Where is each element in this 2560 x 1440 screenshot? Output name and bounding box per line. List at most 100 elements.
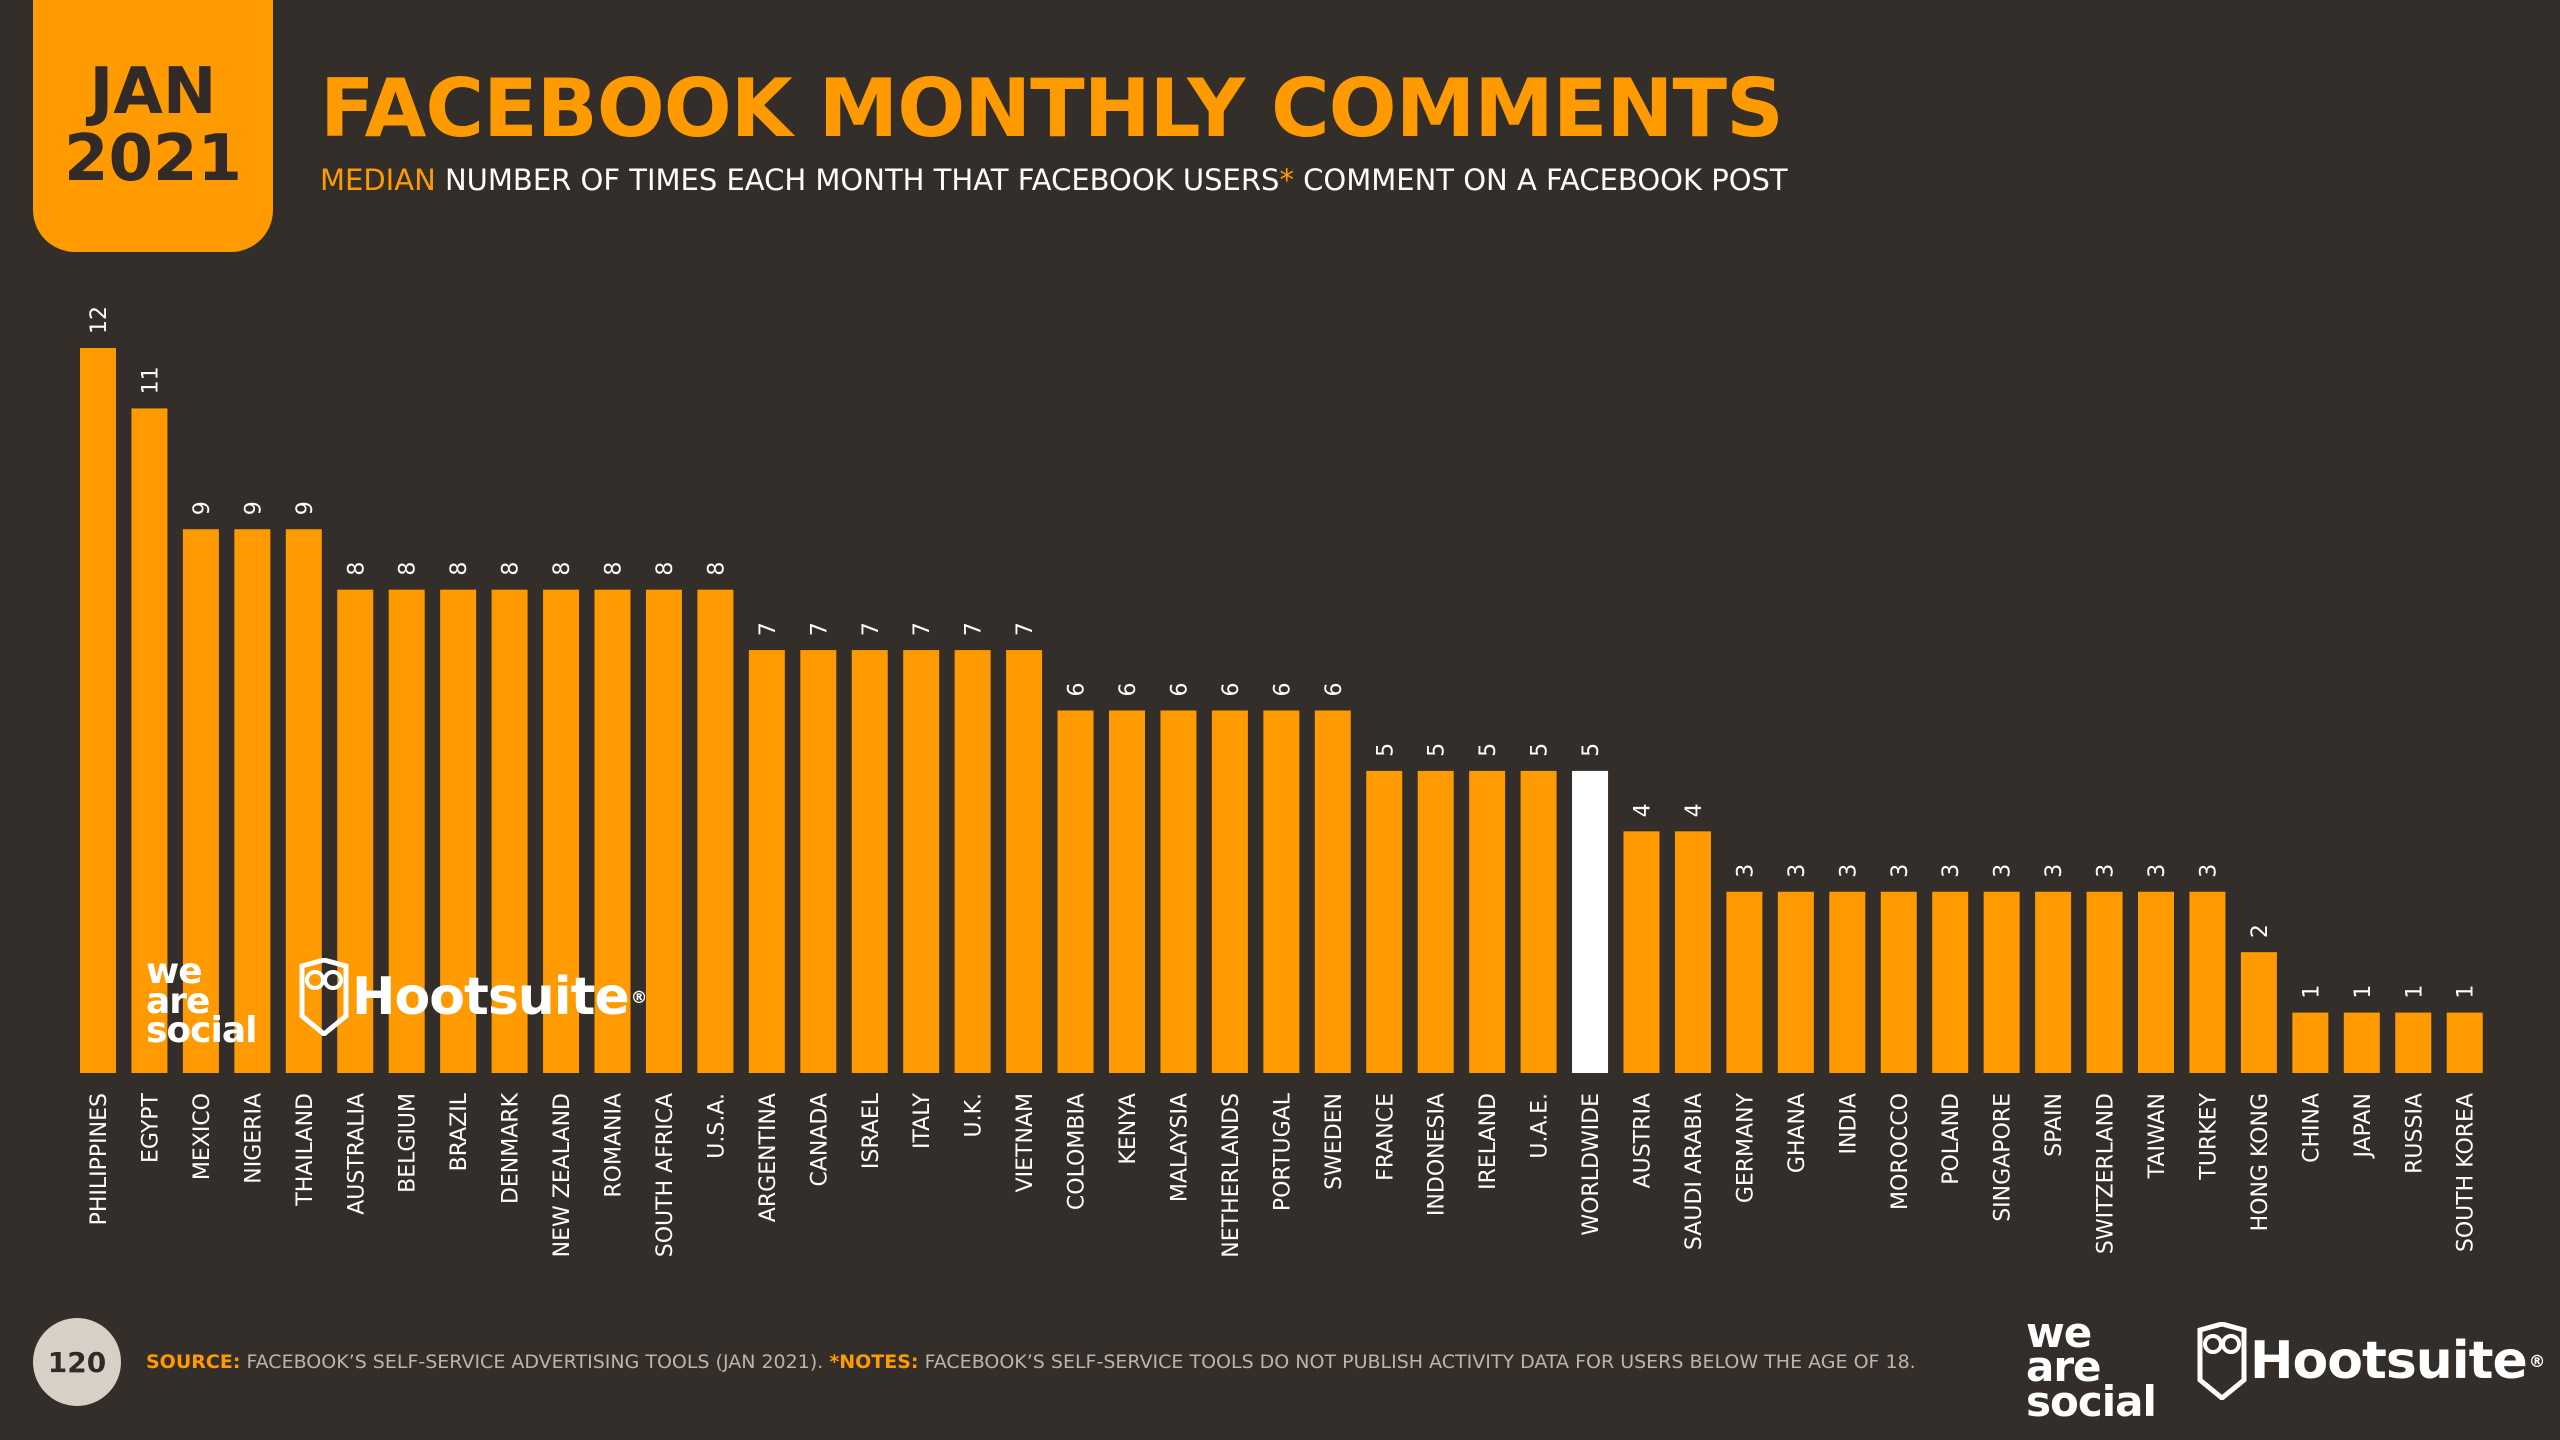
bar — [388, 589, 425, 1073]
data-label: 3 — [1888, 864, 1913, 878]
bar — [645, 589, 682, 1073]
data-label: 11 — [138, 366, 163, 394]
bar — [1263, 710, 1300, 1073]
category-label: INDIA — [1836, 1093, 1861, 1154]
bar — [131, 408, 168, 1074]
category-label: MEXICO — [190, 1093, 215, 1180]
bar — [800, 650, 837, 1073]
category-label: INDONESIA — [1425, 1093, 1450, 1216]
bar — [1674, 831, 1711, 1073]
bar — [1057, 710, 1094, 1073]
data-label: 6 — [1322, 683, 1347, 697]
date-badge: JAN 2021 — [33, 0, 273, 252]
bar — [1829, 891, 1866, 1073]
data-label: 3 — [1991, 864, 2016, 878]
category-label: SWITZERLAND — [2094, 1093, 2119, 1254]
was-footer-line2: are — [2026, 1342, 2102, 1392]
registered-mark-chart: ® — [630, 987, 648, 1007]
bar — [1211, 710, 1248, 1073]
data-label: 9 — [241, 501, 266, 515]
data-label: 7 — [910, 622, 935, 636]
category-label: SAUDI ARABIA — [1682, 1093, 1707, 1250]
bar — [2138, 891, 2174, 1073]
category-label: DENMARK — [499, 1092, 524, 1204]
was-footer-line1: we — [2026, 1308, 2092, 1357]
category-label: ISRAEL — [859, 1092, 884, 1169]
data-label: 8 — [447, 562, 472, 576]
data-label: 8 — [396, 562, 421, 576]
data-label: 5 — [1579, 743, 1604, 757]
data-label: 8 — [704, 562, 729, 576]
was-footer-line3: social — [2026, 1376, 2157, 1426]
bar — [491, 589, 528, 1073]
registered-mark-footer: ® — [2528, 1351, 2546, 1371]
bar — [2035, 891, 2072, 1073]
category-label: AUSTRALIA — [344, 1093, 369, 1215]
data-label: 6 — [1065, 683, 1090, 697]
data-label: 3 — [2094, 864, 2119, 878]
bar — [1160, 710, 1197, 1073]
data-label: 5 — [1476, 743, 1501, 757]
subtitle-asterisk: * — [1279, 163, 1294, 197]
bar — [1469, 770, 1506, 1073]
category-label: HONG KONG — [2248, 1093, 2273, 1231]
category-label: U.S.A. — [704, 1093, 729, 1159]
category-label: IRELAND — [1476, 1093, 1501, 1190]
data-label: 4 — [1631, 803, 1656, 817]
category-label: RUSSIA — [2402, 1093, 2427, 1174]
data-label: 3 — [1785, 864, 1810, 878]
data-label: 7 — [962, 622, 987, 636]
hootsuite-text-footer: Hootsuite — [2250, 1331, 2528, 1391]
category-label: NEW ZEALAND — [550, 1093, 575, 1257]
notes-text: FACEBOOK’S SELF-SERVICE TOOLS DO NOT PUB… — [918, 1351, 1916, 1373]
bar — [2086, 891, 2123, 1073]
category-label: JAPAN — [2351, 1093, 2376, 1160]
date-month: JAN — [89, 54, 217, 129]
bar — [2446, 1012, 2483, 1073]
category-label: VIETNAM — [1013, 1093, 1038, 1192]
data-label: 8 — [550, 562, 575, 576]
source-label: SOURCE: — [146, 1351, 241, 1373]
category-label: U.A.E. — [1528, 1093, 1553, 1159]
category-label: BRAZIL — [447, 1092, 472, 1171]
was-line1: we — [146, 951, 203, 992]
bar — [1417, 770, 1454, 1073]
category-label: SWEDEN — [1322, 1093, 1347, 1190]
bar — [1623, 831, 1660, 1073]
data-label: 9 — [190, 501, 215, 515]
was-line3: social — [146, 1010, 257, 1052]
data-label: 6 — [1219, 683, 1244, 697]
bar — [1520, 770, 1557, 1073]
data-label: 1 — [2402, 985, 2427, 999]
subtitle-part1: NUMBER OF TIMES EACH MONTH THAT FACEBOOK… — [435, 163, 1280, 197]
category-label: THAILAND — [293, 1093, 318, 1207]
category-label: GHANA — [1785, 1093, 1810, 1173]
bar — [1880, 891, 1917, 1073]
category-label: TAIWAN — [2145, 1093, 2170, 1179]
category-label: SOUTH AFRICA — [653, 1093, 678, 1257]
data-label: 9 — [293, 501, 318, 515]
data-label: 4 — [1682, 803, 1707, 817]
page-title: FACEBOOK MONTHLY COMMENTS — [320, 62, 1784, 155]
hootsuite-logo-footer: Hootsuite ® — [2194, 1322, 2546, 1400]
owl-icon — [299, 958, 349, 1036]
bar — [1777, 891, 1814, 1073]
category-label: GERMANY — [1733, 1092, 1758, 1203]
bar — [748, 650, 785, 1073]
bar — [954, 650, 991, 1073]
bar — [337, 589, 374, 1073]
bar — [1366, 770, 1403, 1073]
data-label: 7 — [859, 622, 884, 636]
data-label: 7 — [1013, 622, 1038, 636]
data-label: 5 — [1425, 743, 1450, 757]
data-label: 3 — [2042, 864, 2067, 878]
date-year: 2021 — [63, 122, 243, 196]
data-label: 3 — [1836, 864, 1861, 878]
page-subtitle: MEDIAN NUMBER OF TIMES EACH MONTH THAT F… — [320, 163, 1788, 197]
category-label: NETHERLANDS — [1219, 1093, 1244, 1258]
category-label: ARGENTINA — [756, 1093, 781, 1222]
data-label: 6 — [1270, 683, 1295, 697]
bar — [182, 529, 219, 1073]
data-label: 8 — [499, 562, 524, 576]
bar — [2292, 1012, 2329, 1073]
